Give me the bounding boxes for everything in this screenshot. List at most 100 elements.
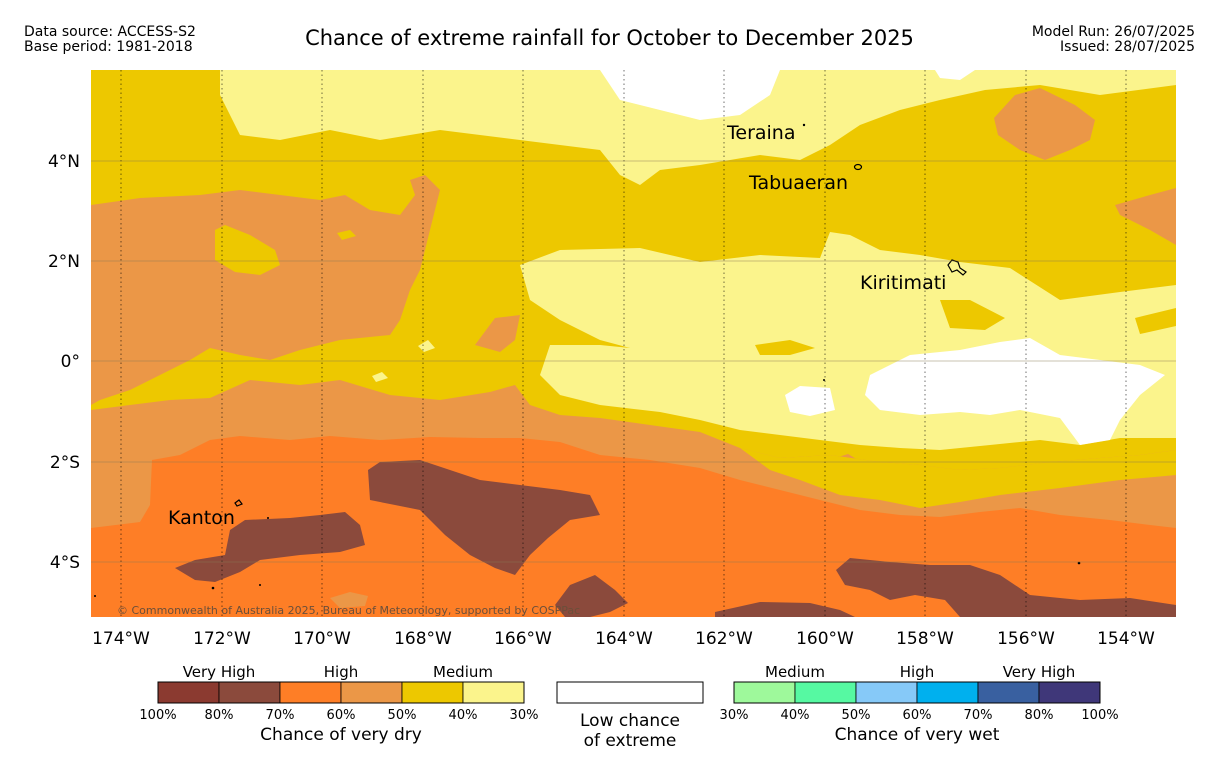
lon-label: 174°W <box>92 629 150 649</box>
legend-dry-swatch <box>462 681 525 704</box>
place-label-tabuaeran: Tabuaeran <box>748 172 848 194</box>
legend-dry-swatch <box>157 681 220 704</box>
region-very-high-1 <box>175 512 365 582</box>
region-medium-southeast <box>740 448 1176 508</box>
island-dot-1 <box>267 517 269 519</box>
legend-dry-header-high: High <box>324 663 358 681</box>
lat-label: 4°N <box>48 152 80 172</box>
region-light-dot <box>418 340 435 352</box>
legend-low-line2: of extreme <box>584 731 677 751</box>
island-dot-5 <box>823 379 825 381</box>
lon-label: 166°W <box>494 629 552 649</box>
island-tabuaeran <box>853 163 863 171</box>
legend-dry-swatch <box>340 681 403 704</box>
lon-label: 172°W <box>193 629 251 649</box>
lon-label: 158°W <box>896 629 954 649</box>
lon-label: 160°W <box>796 629 854 649</box>
legend-wet-tick: 100% <box>1081 708 1118 723</box>
legend-wet-frame <box>733 681 1101 704</box>
region-very-high-2 <box>368 460 600 575</box>
region-medium-dot <box>337 230 356 240</box>
island-teraina <box>802 123 806 127</box>
region-high-low-east <box>1115 188 1176 245</box>
legend-wet-tick: 40% <box>781 708 810 723</box>
place-label-kiritimati: Kiritimati <box>860 272 946 294</box>
lon-label: 162°W <box>695 629 753 649</box>
lon-label: 170°W <box>293 629 351 649</box>
base-period-text: Base period: 1981-2018 <box>24 39 193 55</box>
legend-dry-caption: Chance of very dry <box>260 725 422 745</box>
legend-dry-tick: 70% <box>266 708 295 723</box>
region-very-high-4 <box>715 602 855 617</box>
legend-wet-header-medium: Medium <box>765 663 825 681</box>
legend-wet-header-high: High <box>900 663 934 681</box>
region-high-low-ne <box>994 88 1095 160</box>
place-label-kanton: Kanton <box>168 507 235 529</box>
issued-text: Issued: 28/07/2025 <box>1060 39 1195 55</box>
place-label-teraina: Teraina <box>726 122 796 144</box>
region-medium-island <box>755 340 815 355</box>
page-title: Chance of extreme rainfall for October t… <box>305 26 914 50</box>
map-area: © Commonwealth of Australia 2025, Bureau… <box>91 70 1176 617</box>
legend-dry-tick: 30% <box>510 708 539 723</box>
region-very-high-3 <box>555 575 628 617</box>
lon-label: 156°W <box>997 629 1055 649</box>
legend-dry-tick: 100% <box>139 708 176 723</box>
longitude-axis: 174°W 172°W 170°W 168°W 166°W 164°W 162°… <box>92 629 1155 649</box>
meta-left: Data source: ACCESS-S2 Base period: 1981… <box>24 25 196 55</box>
legend-dry-header-very-high: Very High <box>183 663 256 681</box>
island-dot-3 <box>259 584 261 586</box>
region-medium-island2 <box>940 300 1005 330</box>
region-low-north2 <box>935 70 975 80</box>
region-light-south <box>330 592 368 608</box>
legend-wet-swatch <box>733 681 796 704</box>
data-source-text: Data source: ACCESS-S2 <box>24 24 196 40</box>
legend-dry-tick: 60% <box>327 708 356 723</box>
legend-dry-swatch <box>279 681 342 704</box>
copyright-text: © Commonwealth of Australia 2025, Bureau… <box>117 604 580 617</box>
lon-label: 164°W <box>595 629 653 649</box>
legend-low: Low chance of extreme <box>556 681 704 751</box>
lon-label: 168°W <box>394 629 452 649</box>
region-high-low-west <box>91 175 440 405</box>
legend-dry-swatch <box>218 681 281 704</box>
legend-wet-tick: 30% <box>720 708 749 723</box>
legend-dry-swatch <box>401 681 464 704</box>
model-run-text: Model Run: 26/07/2025 <box>1031 24 1195 40</box>
region-high-low-blob1 <box>475 315 520 352</box>
lat-label: 4°S <box>50 553 80 573</box>
legend-wet-swatches <box>733 681 1101 704</box>
region-low-center <box>865 338 1165 445</box>
region-low-center2 <box>785 386 835 416</box>
legend-dry-frame <box>157 681 525 704</box>
legend-wet-caption: Chance of very wet <box>835 725 1000 745</box>
legend-wet-swatch <box>855 681 918 704</box>
region-light-north <box>220 70 1176 185</box>
legend-low-swatch <box>556 681 704 704</box>
legend-dry-header-medium: Medium <box>433 663 493 681</box>
legend-wet-swatch <box>916 681 979 704</box>
legend-wet-tick: 70% <box>964 708 993 723</box>
meta-right: Model Run: 26/07/2025 Issued: 28/07/2025 <box>1032 25 1195 55</box>
latitude-gridlines <box>91 160 1176 563</box>
legend-low-line1: Low chance <box>580 711 680 731</box>
legend-wet-header-very-high: Very High <box>1003 663 1076 681</box>
legend-wet-swatch <box>1038 681 1101 704</box>
legend-dry-tick: 40% <box>449 708 478 723</box>
legend-dry-tick: 80% <box>205 708 234 723</box>
region-light-dot2 <box>372 372 388 382</box>
legend-wet-swatch <box>977 681 1040 704</box>
legend-dry: Very High High Medium 100% 80% 70% 60% 5… <box>139 663 538 745</box>
island-dot-2 <box>211 586 215 590</box>
lat-label: 0° <box>61 352 80 372</box>
region-medium-island3 <box>1135 308 1176 334</box>
legend-wet-tick: 50% <box>842 708 871 723</box>
legend-dry-swatches <box>157 681 525 704</box>
legend-wet: Medium High Very High 30% 40% 50% 60% 70… <box>720 663 1119 745</box>
island-dot-6 <box>94 595 96 597</box>
legend-wet-swatch <box>794 681 857 704</box>
legend-wet-tick: 60% <box>903 708 932 723</box>
lat-label: 2°N <box>48 252 80 272</box>
region-medium-inlet <box>215 225 280 275</box>
